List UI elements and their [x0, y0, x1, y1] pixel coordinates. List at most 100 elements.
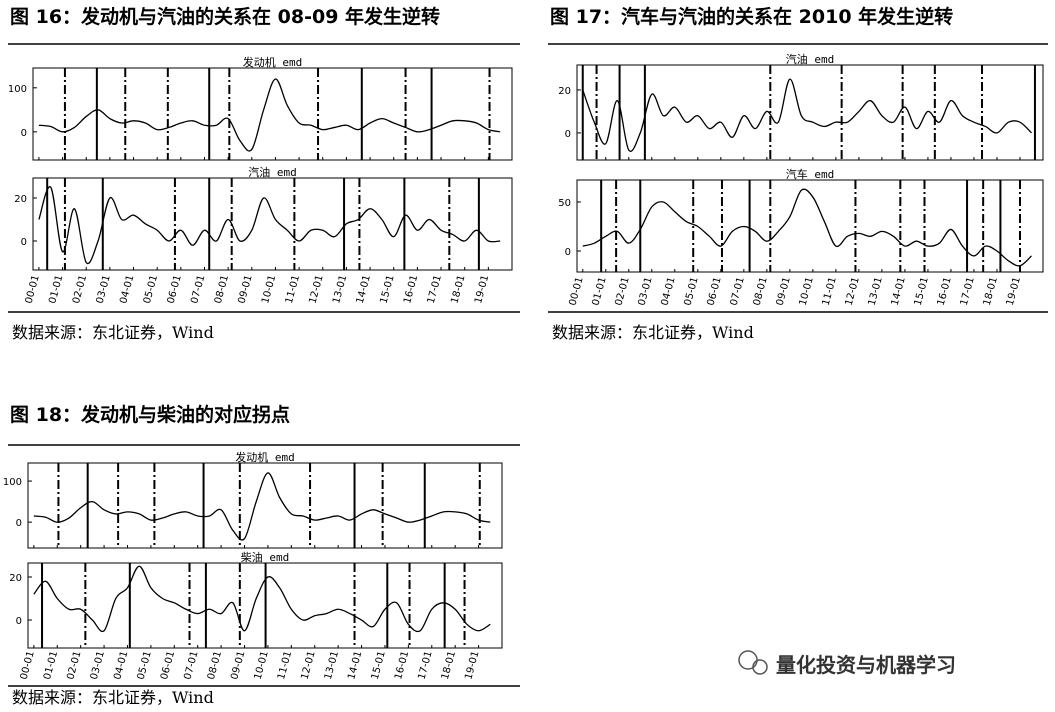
x-tick-label: 00-01 — [24, 274, 42, 305]
x-tick-label: 16-01 — [402, 274, 420, 305]
wechat-icon — [738, 650, 758, 670]
x-tick-label: 06-01 — [166, 274, 184, 305]
x-tick-label: 10-01 — [253, 650, 271, 681]
x-tick-label: 10-01 — [260, 274, 278, 305]
plot-frame — [576, 64, 1044, 161]
x-tick-label: 08-01 — [752, 276, 770, 307]
chart: 发动机_emd 0 100 — [3, 450, 503, 549]
wechat-icon — [752, 659, 768, 675]
x-tick-label: 13-01 — [323, 650, 341, 681]
x-tick-label: 12-01 — [308, 274, 326, 305]
plot-frame — [32, 67, 513, 161]
chart-title: 柴油_emd — [241, 550, 290, 564]
x-tick-label: 00-01 — [568, 276, 586, 307]
x-tick-label: 00-01 — [19, 650, 37, 681]
x-tick-label: 12-01 — [844, 276, 862, 307]
x-tick-label: 01-01 — [42, 650, 60, 681]
x-tick-label: 15-01 — [378, 274, 396, 305]
x-tick-label: 04-01 — [660, 276, 678, 307]
figure-title: 图 18：发动机与柴油的对应拐点 — [10, 403, 290, 426]
x-tick-label: 02-01 — [71, 274, 89, 305]
series-line — [38, 186, 501, 265]
x-tick-label: 17-01 — [426, 274, 444, 305]
x-tick-label: 11-01 — [821, 276, 839, 307]
x-tick-label: 11-01 — [284, 274, 302, 305]
x-tick-label: 05-01 — [142, 274, 160, 305]
y-tick-label: 20 — [14, 194, 27, 205]
x-tick-label: 05-01 — [136, 650, 154, 681]
x-tick-label: 19-01 — [463, 650, 481, 681]
x-tick-label: 03-01 — [89, 650, 107, 681]
y-tick-label: 100 — [8, 84, 27, 95]
chart: 汽车_emd 0 50 00-01 01-01 02-01 03-01 04-01 05-01 0… — [558, 167, 1044, 307]
y-tick-label: 20 — [9, 573, 22, 584]
y-tick-label: 100 — [3, 477, 22, 488]
plot-frame — [576, 179, 1044, 273]
watermark-text: 量化投资与机器学习 — [776, 653, 956, 677]
plot-frame — [27, 462, 503, 549]
x-tick-label: 14-01 — [355, 274, 373, 305]
x-tick-label: 19-01 — [1005, 276, 1023, 307]
source: 数据来源：东北证券，Wind — [552, 323, 754, 342]
series-line — [582, 188, 1032, 267]
x-tick-label: 11-01 — [276, 650, 294, 681]
series-line — [582, 78, 1032, 152]
figure-title: 图 17：汽车与汽油的关系在 2010 年发生逆转 — [550, 5, 953, 28]
y-tick-label: 0 — [16, 518, 22, 529]
x-tick-label: 17-01 — [417, 650, 435, 681]
x-tick-label: 06-01 — [706, 276, 724, 307]
x-tick-label: 04-01 — [118, 274, 136, 305]
x-tick-label: 07-01 — [182, 650, 200, 681]
figure-title: 图 16：发动机与汽油的关系在 08-09 年发生逆转 — [10, 5, 440, 28]
x-tick-label: 19-01 — [473, 274, 491, 305]
chart: 柴油_emd 0 20 00-01 01-01 02-01 03-01 04-01 05-01 0… — [9, 550, 503, 681]
plot-frame — [32, 177, 513, 271]
x-tick-label: 16-01 — [393, 650, 411, 681]
chart-title: 汽油_emd — [786, 52, 835, 66]
x-tick-label: 02-01 — [614, 276, 632, 307]
x-tick-label: 12-01 — [299, 650, 317, 681]
x-tick-label: 14-01 — [890, 276, 908, 307]
x-tick-label: 03-01 — [95, 274, 113, 305]
x-tick-label: 13-01 — [867, 276, 885, 307]
source: 数据来源：东北证券，Wind — [12, 688, 214, 707]
chart-title: 汽油_emd — [248, 165, 297, 179]
x-tick-label: 09-01 — [237, 274, 255, 305]
x-tick-label: 05-01 — [683, 276, 701, 307]
x-tick-label: 07-01 — [729, 276, 747, 307]
series-line — [33, 565, 491, 633]
y-tick-label: 0 — [565, 247, 571, 258]
x-tick-label: 18-01 — [440, 650, 458, 681]
chart-title: 发动机_emd — [243, 55, 303, 69]
x-tick-label: 10-01 — [798, 276, 816, 307]
x-tick-label: 18-01 — [982, 276, 1000, 307]
x-tick-label: 02-01 — [65, 650, 83, 681]
source: 数据来源：东北证券，Wind — [12, 323, 214, 342]
chart: 汽油_emd 0 20 00-01 01-01 02-01 03-01 04-01 05-01 0… — [14, 165, 513, 305]
watermark: 量化投资与机器学习 — [738, 650, 956, 677]
x-tick-label: 13-01 — [331, 274, 349, 305]
y-tick-label: 0 — [565, 129, 571, 140]
y-tick-label: 0 — [21, 128, 27, 139]
series-line — [33, 472, 491, 541]
x-tick-label: 09-01 — [229, 650, 247, 681]
x-tick-label: 15-01 — [913, 276, 931, 307]
chart: 汽油_emd 0 20 — [558, 52, 1044, 161]
y-tick-label: 20 — [558, 86, 571, 97]
x-tick-label: 16-01 — [936, 276, 954, 307]
x-tick-label: 01-01 — [47, 274, 65, 305]
x-tick-label: 09-01 — [775, 276, 793, 307]
x-tick-label: 08-01 — [213, 274, 231, 305]
x-tick-label: 03-01 — [637, 276, 655, 307]
figure: 图 16：发动机与汽油的关系在 08-09 年发生逆转数据来源：东北证券，Win… — [8, 5, 520, 342]
x-tick-label: 08-01 — [206, 650, 224, 681]
x-tick-label: 17-01 — [959, 276, 977, 307]
x-tick-label: 06-01 — [159, 650, 177, 681]
x-tick-label: 04-01 — [112, 650, 130, 681]
x-tick-label: 01-01 — [591, 276, 609, 307]
x-tick-label: 18-01 — [449, 274, 467, 305]
